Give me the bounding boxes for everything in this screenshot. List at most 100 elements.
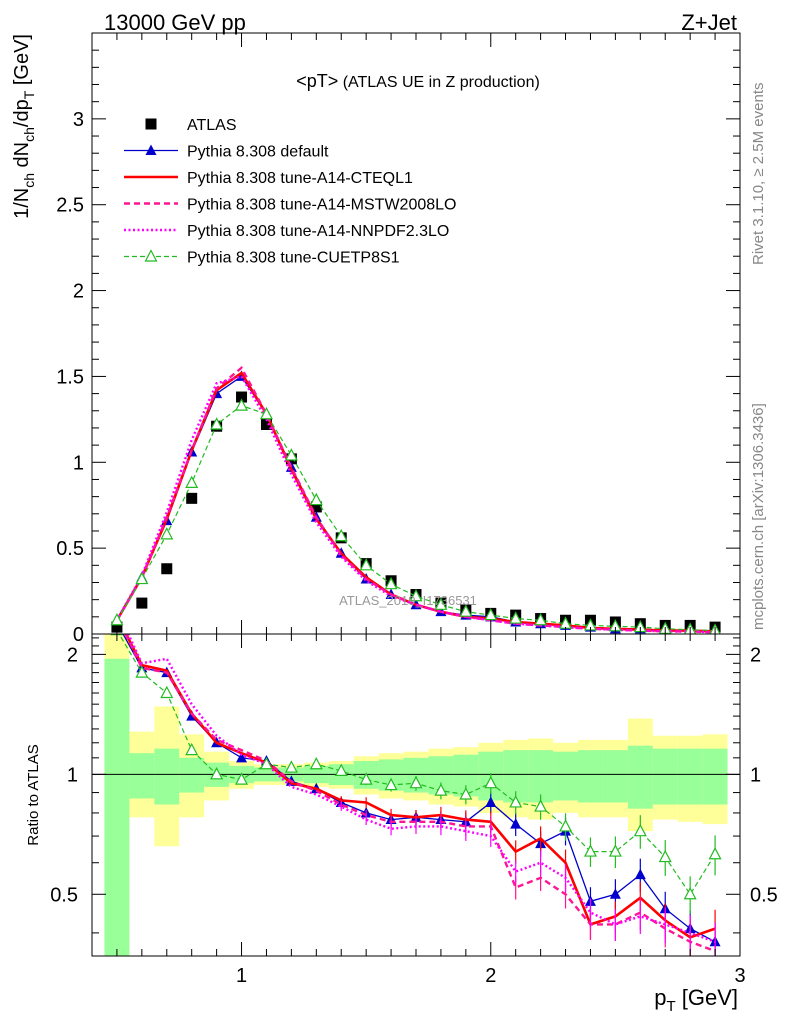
ratio-plot-content [92, 634, 740, 956]
ratio-point-cuetp [409, 775, 423, 789]
x-label-subscript: T [666, 998, 675, 1015]
ratio-point-cuetp [185, 742, 199, 756]
ratio-y-tick-label-right: 1 [750, 764, 761, 786]
legend-label-cteq: Pythia 8.308 tune-A14-CTEQL1 [187, 170, 413, 187]
watermark: ATLAS_2019_I1736531 [339, 593, 477, 608]
ratio-series-cuetp [110, 634, 722, 915]
main-point-cuetp [534, 612, 548, 626]
main-point-cuetp [210, 417, 224, 430]
main-point-cuetp [160, 527, 174, 540]
main-point-cuetp [484, 607, 498, 621]
y-label-subscript: ch [21, 173, 37, 188]
ratio-point-cuetp [160, 685, 174, 699]
ratio-point-cuetp [309, 756, 323, 770]
main-point-cuetp [434, 597, 448, 610]
main-point-cuetp [384, 576, 398, 590]
ratio-point-cuetp [434, 783, 448, 796]
legend-label-nnpdf: Pythia 8.308 tune-A14-NNPDF2.3LO [187, 223, 449, 240]
legend-item-cuetp: Pythia 8.308 tune-CUETP8S1 [124, 249, 400, 267]
ratio-point-cuetp [235, 772, 249, 785]
rivet-label: Rivet 3.1.10, ≥ 2.5M events [750, 83, 767, 266]
ratio-point-cuetp [534, 799, 548, 812]
ratio-point-default [485, 796, 497, 807]
plot-title: <pT> (ATLAS UE in Z production) [296, 71, 540, 91]
ratio-y-tick-label-right: 0.5 [750, 884, 778, 906]
ratio-point-default [609, 888, 621, 899]
legend-label-mstw: Pythia 8.308 tune-A14-MSTW2008LO [187, 197, 456, 214]
main-y-tick-label: 2.5 [56, 195, 84, 217]
y-label-subscript: ch [21, 127, 37, 142]
main-point-cuetp [185, 475, 199, 488]
ratio-point-cuetp [559, 819, 573, 832]
ratio-point-default [510, 818, 522, 829]
legend-label-cuetp: Pythia 8.308 tune-CUETP8S1 [187, 250, 400, 267]
main-y-tick-label: 2 [73, 281, 84, 303]
ratio-point-cuetp [284, 760, 298, 773]
ratio-band-inner-bin [702, 748, 728, 805]
plot-title-sub-text: (ATLAS UE in Z production) [343, 74, 540, 91]
ratio-point-cuetp [658, 849, 672, 863]
legend-marker-data [145, 118, 157, 130]
legend-item-data: ATLAS [145, 117, 237, 134]
main-point-cuetp [459, 604, 473, 617]
main-y-axis-label: 1/Nch dNch/dpT [GeV] [11, 34, 37, 219]
ratio-y-axis-label: Ratio to ATLAS [25, 744, 42, 845]
main-point-cuetp [334, 528, 348, 542]
legend-item-cteq: Pythia 8.308 tune-A14-CTEQL1 [124, 170, 413, 187]
header-left: 13000 GeV pp [104, 10, 246, 35]
main-point-data [260, 419, 272, 431]
ratio-point-cuetp [334, 763, 348, 777]
x-axis-label: pT [GeV] [654, 985, 738, 1015]
ratio-y-tick-label-left: 2 [67, 644, 78, 666]
main-y-tick-label: 0.5 [56, 538, 84, 560]
ratio-band-inner-bin [627, 745, 653, 809]
ratio-band-inner-bin [553, 751, 578, 801]
ratio-point-cuetp [708, 846, 722, 860]
main-point-cuetp [309, 492, 323, 506]
ratio-band-inner-bin [578, 750, 603, 803]
legend-label-default: Pythia 8.308 default [187, 144, 329, 161]
ratio-panel: 0.5 0.5 1 1 2 2 1 2 3 Ratio to ATLAS pT [GeV] [25, 633, 778, 1015]
x-tick-label: 1 [236, 965, 247, 987]
ratio-point-cuetp [135, 665, 149, 678]
header-right: Z+Jet [681, 10, 737, 35]
main-y-tick-label: 1 [73, 452, 84, 474]
ratio-band-inner [104, 658, 728, 956]
main-panel: 0 0.5 1 1.5 2 2.5 3 <pT> (ATLAS UE in Z produc… [11, 32, 741, 646]
ratio-point-cuetp [384, 777, 398, 791]
main-point-cuetp [409, 588, 423, 602]
ratio-point-cuetp [259, 756, 273, 770]
ratio-point-default [236, 751, 248, 763]
main-point-data [161, 563, 173, 575]
ratio-series-nnpdf [127, 634, 716, 956]
y-label-part: [GeV] [11, 34, 33, 91]
y-label-part: /dp [11, 99, 33, 127]
legend-marker-cuetp [144, 249, 158, 262]
x-label-part: p [654, 985, 666, 1010]
main-point-cuetp [284, 448, 298, 461]
main-point-data [236, 391, 248, 403]
ratio-point-cuetp [359, 772, 373, 785]
ratio-point-cuetp [583, 844, 597, 857]
legend-item-nnpdf: Pythia 8.308 tune-A14-NNPDF2.3LO [124, 223, 449, 240]
ratio-point-cuetp [633, 823, 647, 837]
ratio-y-tick-label-left: 0.5 [50, 884, 78, 906]
legend: ATLAS Pythia 8.308 default Pythia 8.308 tu… [124, 117, 456, 267]
ratio-band-inner-bin [528, 750, 554, 803]
ratio-point-cuetp [484, 775, 498, 789]
main-point-data [186, 492, 198, 504]
ratio-band-inner-bin [129, 753, 155, 799]
ratio-band-inner-bin [104, 658, 130, 956]
main-series-nnpdf [115, 374, 716, 634]
ratio-point-cuetp [459, 787, 473, 800]
plot-title-main: <pT> [296, 71, 338, 91]
main-line-nnpdf [115, 374, 716, 634]
ratio-point-cuetp [683, 886, 697, 900]
x-label-part: [GeV] [676, 985, 738, 1010]
main-y-tick-label: 0 [73, 624, 84, 646]
ratio-axis-ticks: 0.5 0.5 1 1 2 2 1 2 3 [50, 634, 778, 987]
main-point-cuetp [235, 398, 249, 411]
legend-label-data: ATLAS [187, 117, 237, 134]
legend-item-mstw: Pythia 8.308 tune-A14-MSTW2008LO [124, 197, 456, 214]
